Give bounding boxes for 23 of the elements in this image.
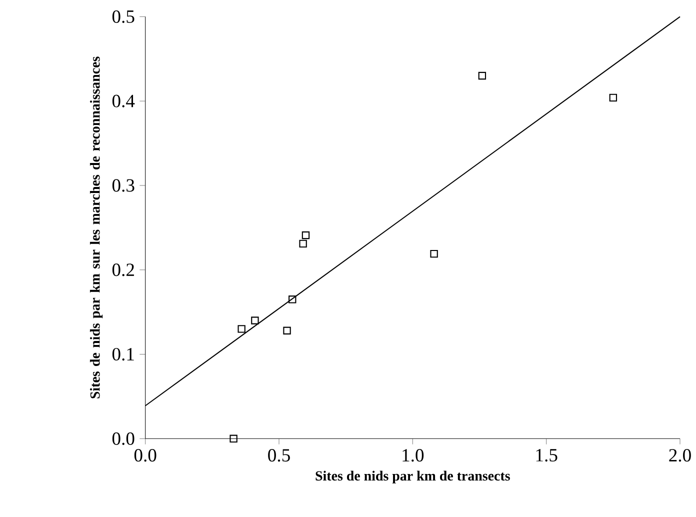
point — [430, 250, 438, 258]
point — [251, 316, 259, 324]
y-axis-title: Sites de nids par km sur les marches de reconnaissances — [90, 56, 103, 398]
y-tick-label: 0.0 — [112, 432, 134, 445]
point — [238, 324, 246, 333]
y-tick-label: 0.1 — [112, 348, 134, 360]
y-tick-label: 0.4 — [112, 94, 135, 108]
point — [283, 326, 291, 334]
point — [288, 295, 296, 304]
point — [299, 240, 307, 248]
x-tick-label: 1.0 — [402, 448, 424, 462]
point — [478, 72, 486, 80]
x-tick-label: 0.0 — [134, 448, 156, 462]
x-tick-label: 2.0 — [669, 448, 691, 462]
point — [302, 231, 310, 239]
y-tick-label: 0.5 — [112, 10, 134, 23]
y-tick-label: 0.2 — [112, 263, 134, 276]
point — [609, 94, 618, 102]
point — [230, 434, 238, 442]
y-tick-label: 0.3 — [112, 178, 134, 192]
x-axis-title: Sites de nids par km de transects — [316, 470, 510, 484]
x-tick-label: 1.5 — [536, 448, 558, 462]
x-tick-label: 0.5 — [268, 448, 290, 462]
